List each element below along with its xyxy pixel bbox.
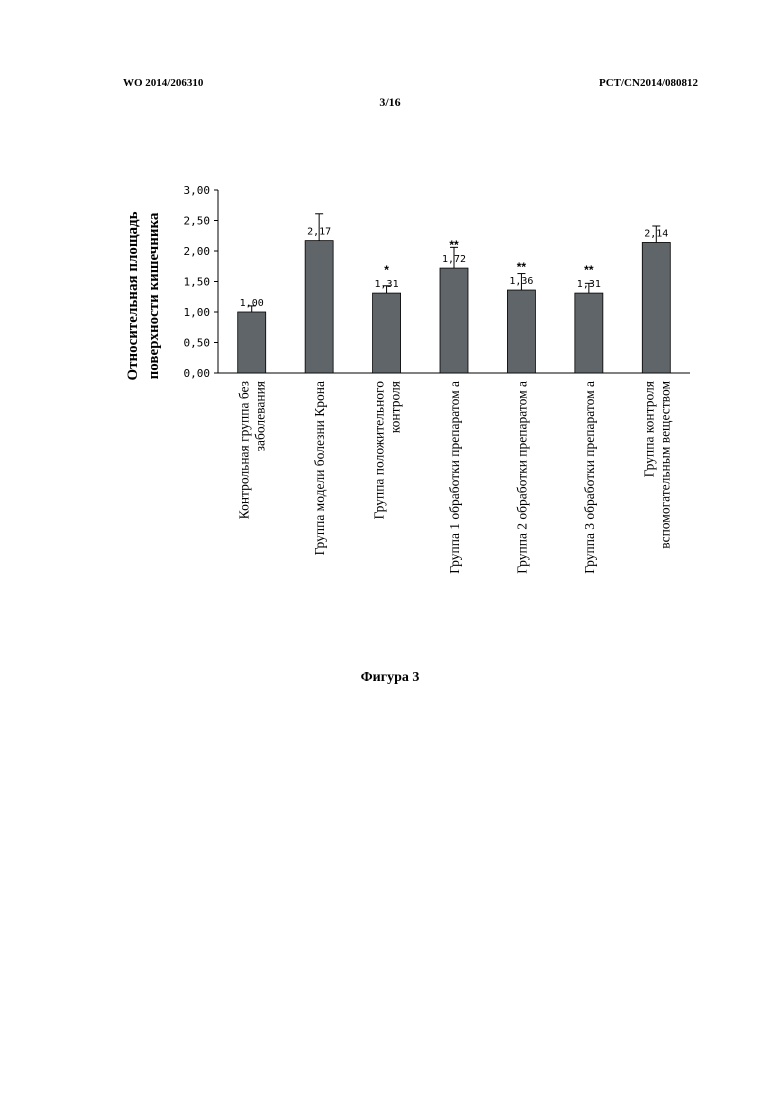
- data-label: 2,17: [307, 227, 331, 238]
- y-tick-label: 1,50: [184, 276, 211, 289]
- bar: [642, 242, 670, 373]
- data-label: 2,14: [644, 228, 668, 239]
- category-label: Группа 1 обработки препаратом а: [447, 381, 462, 574]
- data-label: 1,31: [375, 279, 399, 290]
- bar: [440, 268, 468, 373]
- y-tick-label: 0,00: [184, 367, 211, 380]
- category-label: Группа контроля: [641, 381, 656, 477]
- y-tick-label: 0,50: [184, 337, 211, 350]
- category-label: Группа модели болезни Крона: [312, 381, 327, 555]
- bar: [507, 290, 535, 373]
- bar-chart: 0,00 0,50 1,00 1,50 2,00 2,50 3,00 Относительна…: [0, 0, 780, 660]
- y-tick-label: 3,00: [184, 184, 211, 197]
- significance-marker: **: [449, 238, 459, 252]
- category-label: Группа 3 обработки препаратом а: [582, 381, 597, 574]
- data-label: 1,72: [442, 254, 466, 265]
- significance-marker: **: [517, 260, 527, 274]
- significance-marker: **: [584, 263, 594, 277]
- bar: [305, 241, 333, 373]
- y-tick-label: 2,50: [184, 215, 211, 228]
- category-label: Группа положительного: [372, 381, 387, 520]
- y-tick-label: 2,00: [184, 245, 211, 258]
- category-label: Группа 2 обработки препаратом а: [514, 381, 529, 574]
- figure-caption: Фигура 3: [0, 670, 780, 686]
- y-tick-label: 1,00: [184, 306, 211, 319]
- category-label: контроля: [388, 381, 403, 433]
- bar: [238, 312, 266, 373]
- category-label: заболевания: [253, 381, 268, 451]
- bar: [373, 293, 401, 373]
- category-label: Контрольная группа без: [237, 381, 252, 519]
- significance-marker: *: [384, 263, 389, 277]
- bar: [575, 293, 603, 373]
- category-label: вспомогательным веществом: [657, 381, 672, 549]
- data-label: 1,31: [577, 279, 601, 290]
- y-axis-label-line1: Относительная площадь: [125, 211, 141, 380]
- data-label: 1,36: [509, 276, 533, 287]
- data-label: 1,00: [240, 298, 264, 309]
- y-axis-label-line2: поверхности кишечника: [146, 212, 162, 379]
